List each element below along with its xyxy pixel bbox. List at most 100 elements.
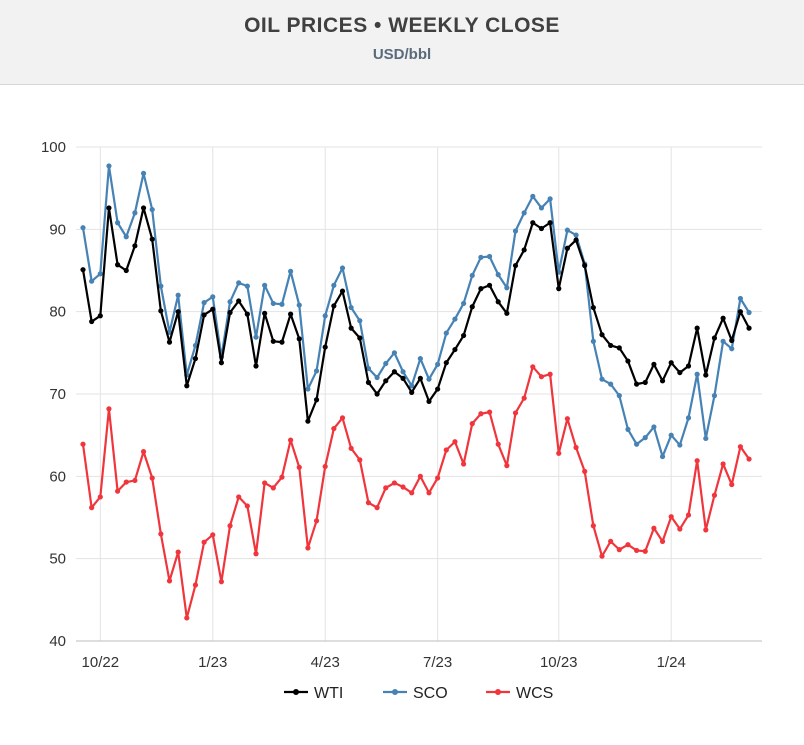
- x-tick-label: 4/23: [311, 654, 340, 671]
- data-point: [270, 485, 276, 491]
- data-point: [461, 300, 467, 307]
- data-point: [123, 479, 129, 485]
- data-point: [547, 220, 553, 226]
- data-point: [677, 369, 683, 376]
- data-point: [201, 312, 207, 318]
- data-point: [158, 283, 164, 289]
- data-point: [711, 492, 718, 498]
- data-point: [123, 234, 129, 240]
- data-point: [97, 494, 103, 500]
- data-point: [305, 386, 311, 392]
- data-point: [227, 523, 233, 529]
- data-point: [348, 325, 354, 331]
- data-point: [279, 339, 285, 345]
- data-point: [409, 490, 415, 496]
- data-point: [132, 477, 138, 484]
- data-point: [694, 458, 700, 464]
- data-point: [573, 232, 579, 238]
- data-point: [339, 265, 346, 271]
- data-point: [486, 409, 493, 415]
- series-layer: [80, 163, 752, 621]
- data-point: [192, 582, 199, 588]
- data-point: [642, 379, 648, 386]
- data-point: [547, 371, 553, 377]
- data-point: [443, 330, 449, 336]
- y-tick-label: 60: [49, 468, 66, 485]
- series-wti: [80, 205, 752, 424]
- data-point: [400, 484, 406, 490]
- data-point: [590, 523, 596, 529]
- data-point: [746, 325, 752, 331]
- data-point: [469, 304, 475, 310]
- data-point: [417, 473, 423, 479]
- data-point: [339, 288, 346, 294]
- data-point: [685, 415, 692, 421]
- data-point: [400, 375, 406, 381]
- data-point: [391, 369, 397, 375]
- data-point: [452, 316, 458, 322]
- chart-title: OIL PRICES • WEEKLY CLOSE: [244, 14, 560, 37]
- data-point: [729, 337, 735, 344]
- series-line-wti: [81, 206, 751, 423]
- data-point: [469, 421, 475, 427]
- data-point: [599, 332, 605, 338]
- data-point: [192, 355, 199, 362]
- data-point: [659, 378, 666, 384]
- data-point: [452, 439, 458, 445]
- data-point: [538, 374, 545, 380]
- data-point: [106, 163, 112, 169]
- data-point: [703, 372, 709, 378]
- data-point: [158, 308, 164, 314]
- series-wcs: [80, 364, 752, 621]
- data-point: [530, 364, 536, 370]
- data-point: [616, 547, 622, 553]
- data-point: [253, 551, 259, 557]
- data-point: [322, 313, 328, 319]
- data-point: [322, 344, 328, 350]
- data-point: [149, 475, 155, 481]
- legend-label: WTI: [314, 685, 343, 702]
- data-point: [616, 393, 622, 399]
- data-point: [625, 358, 631, 364]
- legend: WTI SCO WCS: [284, 685, 553, 702]
- data-point: [123, 267, 129, 274]
- data-point: [547, 196, 553, 202]
- data-point: [426, 490, 432, 496]
- data-point: [538, 225, 545, 232]
- data-point: [634, 441, 640, 447]
- data-point: [210, 294, 216, 300]
- data-point: [166, 339, 173, 345]
- data-point: [227, 309, 233, 316]
- axis-ticks: 40 50 60 70 80 90 100 10/22 1/23 4/23 7/23 10/23 1/2…: [41, 139, 762, 671]
- data-point: [115, 262, 121, 268]
- data-point: [201, 539, 207, 545]
- data-point: [435, 386, 441, 392]
- data-point: [296, 464, 302, 470]
- data-point: [400, 369, 406, 375]
- data-point: [478, 254, 484, 260]
- data-point: [184, 615, 190, 621]
- data-point: [590, 338, 596, 344]
- data-point: [391, 480, 397, 486]
- data-point: [253, 334, 259, 340]
- data-point: [175, 549, 181, 555]
- data-point: [478, 286, 484, 292]
- data-point: [694, 371, 700, 377]
- data-point: [486, 282, 493, 288]
- data-point: [711, 335, 718, 341]
- y-tick-label: 100: [41, 139, 66, 156]
- x-tick-label: 10/22: [82, 654, 120, 671]
- data-point: [651, 424, 657, 430]
- data-point: [521, 247, 527, 253]
- data-point: [132, 210, 138, 216]
- chart-header: OIL PRICES • WEEKLY CLOSE USD/bbl: [0, 0, 804, 85]
- data-point: [106, 205, 112, 211]
- data-point: [305, 418, 311, 424]
- data-point: [357, 457, 363, 463]
- data-point: [227, 299, 233, 305]
- y-tick-label: 80: [49, 304, 66, 321]
- data-point: [426, 376, 432, 382]
- y-tick-label: 90: [49, 221, 66, 238]
- data-point: [694, 325, 700, 331]
- data-point: [140, 449, 147, 455]
